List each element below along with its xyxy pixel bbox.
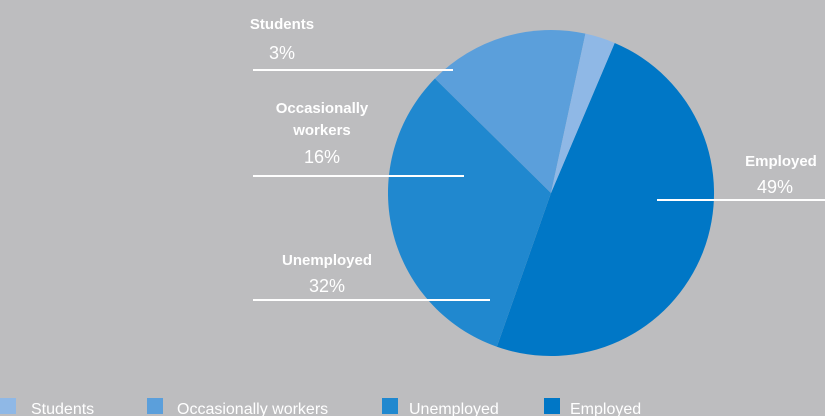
callout-value-students: 3% [269,43,295,63]
legend-label-employed: Employed [570,401,641,416]
legend-item-unemployed: Unemployed [382,398,499,416]
callout-students: Students 3% [250,16,453,71]
legend-label-occasionally-workers: Occasionally workers [177,401,328,416]
legend-swatch-students [0,398,16,414]
legend-item-employed: Employed [544,398,641,416]
pie-slice-occasionally-workers [434,29,586,193]
pie-slice-students [551,33,615,194]
legend-swatch-occasionally-workers [147,398,163,414]
callout-employed: Employed 49% [657,153,825,201]
legend-item-occasionally-workers: Occasionally workers [147,398,328,416]
legend-swatch-employed [544,398,560,414]
callout-category-occasionally-workers: Occasionally workers [276,100,369,139]
pie-slices [387,29,715,357]
legend-label-students: Students [31,401,94,416]
callout-unemployed: Unemployed 32% [253,252,490,301]
callout-value-unemployed: 32% [309,276,345,296]
callout-occasionally-workers: Occasionally workers 16% [253,100,464,177]
callout-value-occasionally-workers: 16% [304,147,340,167]
legend-swatch-unemployed [382,398,398,414]
callout-category-unemployed: Unemployed [282,252,372,269]
callout-category-students: Students [250,16,314,33]
callout-value-employed: 49% [757,177,793,197]
pie-slice-unemployed [387,78,551,347]
pie-slice-employed [496,42,715,357]
legend-label-unemployed: Unemployed [409,401,499,416]
callout-category-employed: Employed [745,153,817,170]
legend-item-students: Students [0,398,94,416]
legend: Students Occasionally workers Unemployed… [0,398,641,416]
